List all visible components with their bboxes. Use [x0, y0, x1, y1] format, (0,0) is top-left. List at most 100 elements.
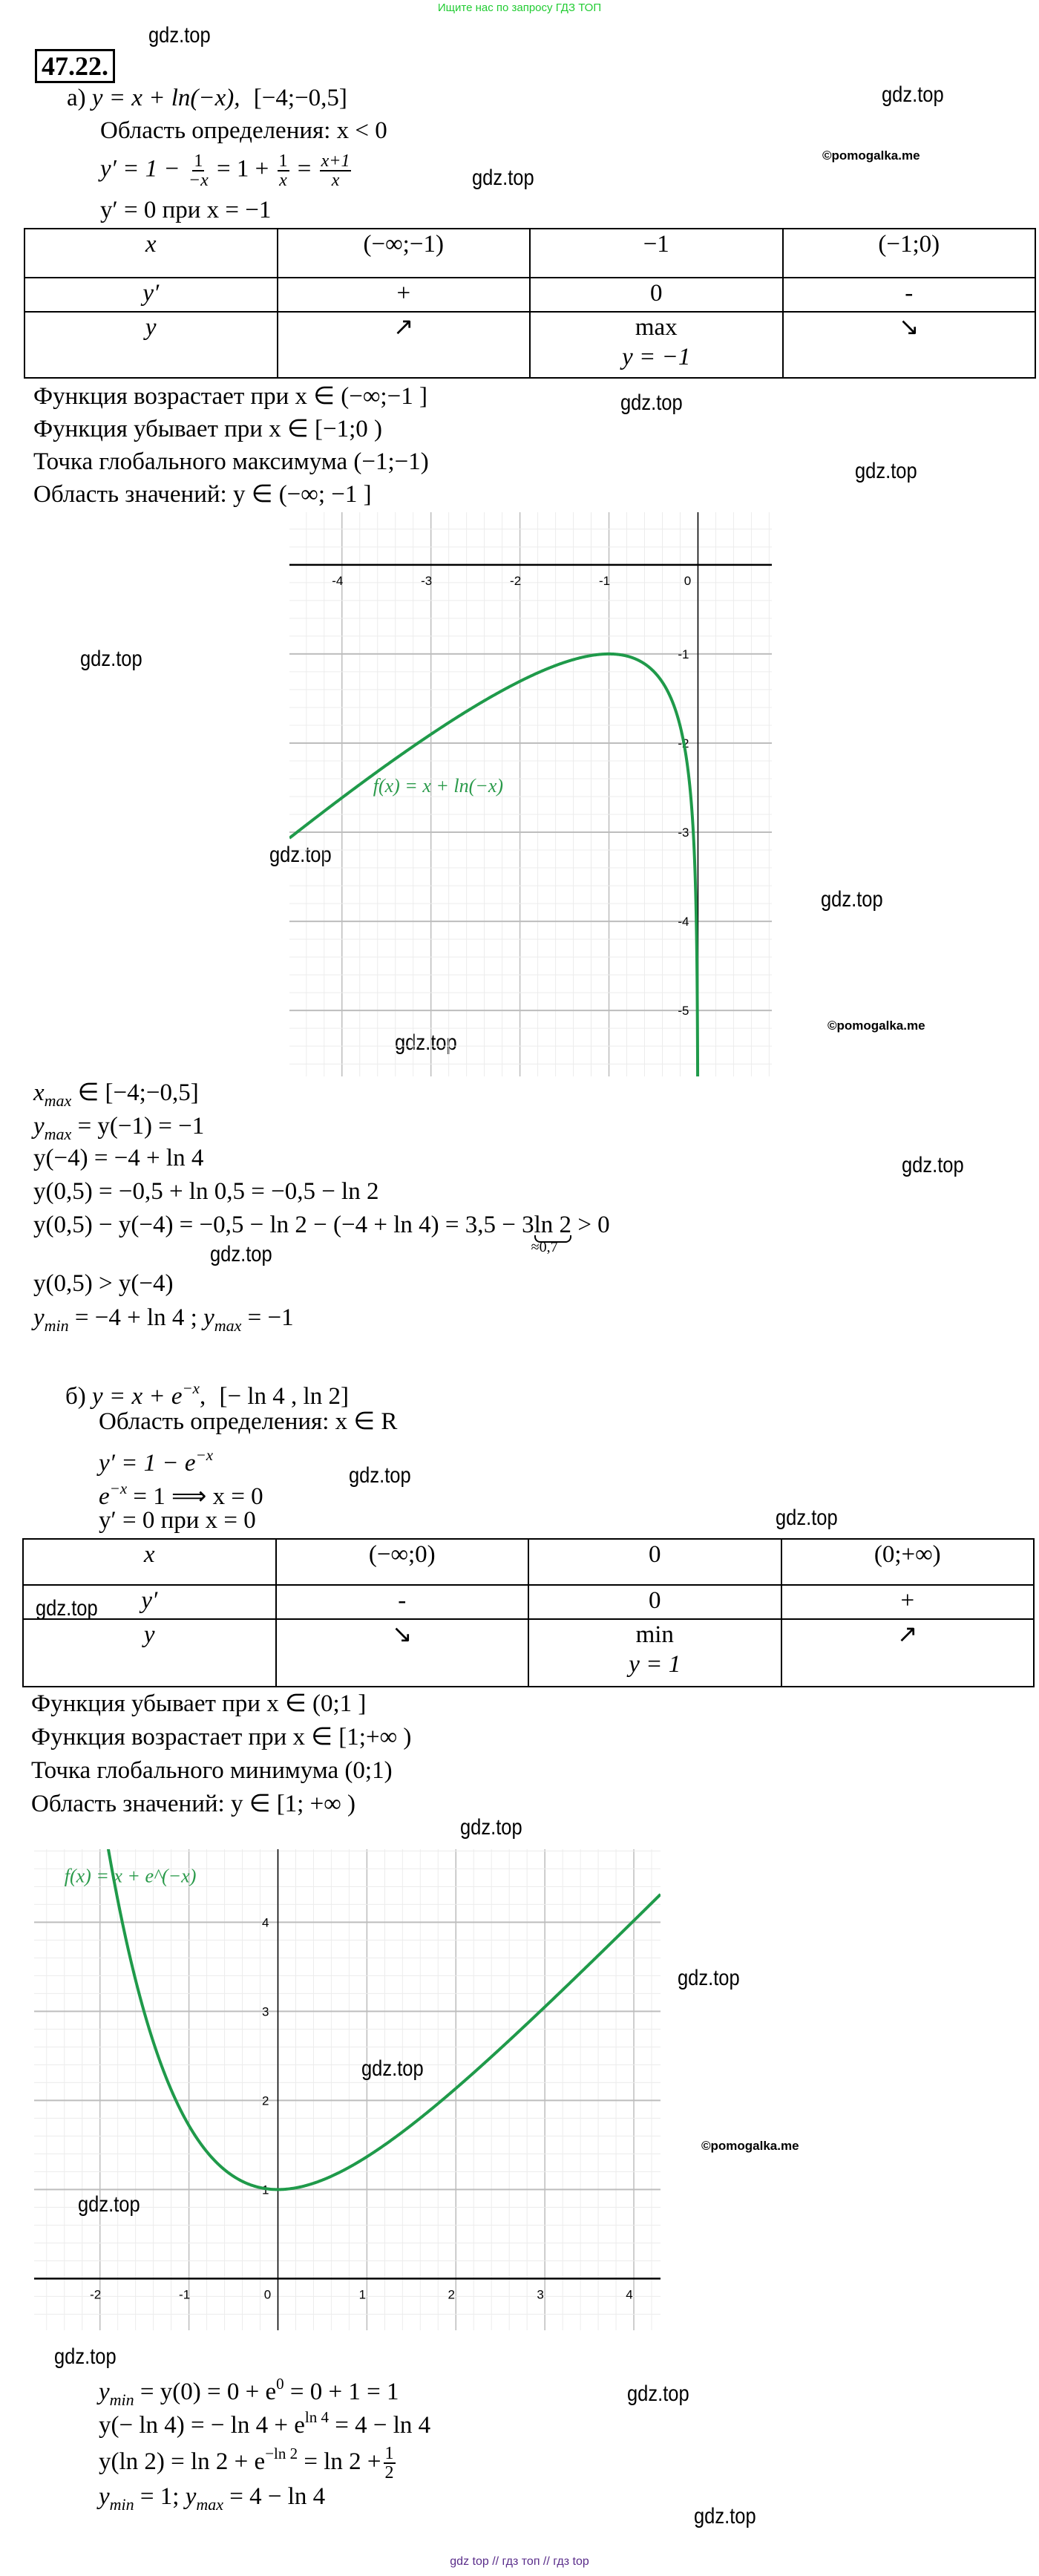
- increasing-arrow-icon: ↗: [780, 1618, 1035, 1687]
- underbrace: ln 2 ≈0,7: [531, 1210, 572, 1255]
- part-a-variation-table: x (−∞;−1) −1 (−1;0) y′ + 0 - y ↗ max y = …: [24, 228, 1036, 379]
- expr: = −1: [241, 1304, 294, 1331]
- conclusion: Область значений: y ∈ [1; +∞ ): [31, 1791, 355, 1817]
- superscript: ln 4: [304, 2408, 329, 2426]
- x-tick-label: -4: [332, 574, 343, 588]
- conclusion: Функция убывает при x ∈ [−1;0 ): [33, 416, 382, 442]
- numerator: 1: [277, 151, 289, 171]
- y-tick-label: -4: [678, 915, 689, 929]
- increasing-arrow-icon: ↗: [276, 311, 531, 379]
- expr: ln 2: [534, 1212, 572, 1238]
- footer-link[interactable]: gdz top // гдз топ // гдз top: [450, 2555, 589, 2568]
- part-b-label: б): [65, 1383, 86, 1410]
- var: y: [203, 1304, 214, 1331]
- table-cell: −1: [529, 228, 784, 278]
- x-tick-label: 0: [684, 574, 691, 588]
- y-tick-label: 2: [262, 2093, 269, 2108]
- equals: =: [297, 155, 312, 183]
- fraction: x+1 x: [319, 151, 352, 190]
- chart-ln: -4 -3 -2 -1 0-1-2-3-4-5f(x) = x + ln(−x): [289, 512, 772, 1076]
- x-tick-label: 3: [537, 2287, 543, 2301]
- derivative-lhs: y′ = 1 −: [100, 155, 180, 183]
- watermark: gdz.top: [855, 459, 917, 483]
- table-cell: min y = 1: [528, 1618, 782, 1687]
- expr: = 1;: [134, 2483, 186, 2510]
- superscript: −ln 2: [265, 2445, 298, 2462]
- conclusion: Точка глобального максимума (−1;−1): [33, 448, 429, 475]
- numerator: 1: [192, 151, 205, 171]
- conclusion: Функция возрастает при x ∈ [1;+∞ ): [31, 1724, 412, 1750]
- x-tick-label: 0: [264, 2287, 271, 2301]
- table-row: y ↘ min y = 1 ↗: [22, 1618, 1035, 1687]
- table-cell: -: [781, 277, 1036, 313]
- calc-result: ymin = −4 + ln 4 ; ymax = −1: [33, 1303, 294, 1341]
- x-tick-label: 1: [359, 2287, 366, 2301]
- var: y: [99, 2483, 110, 2510]
- y-tick-label: -3: [678, 826, 689, 840]
- y-tick-label: -5: [678, 1004, 689, 1018]
- table-cell: (0;+∞): [780, 1538, 1035, 1586]
- watermark: gdz.top: [210, 1242, 272, 1266]
- expr: y(ln 2) = ln 2 + e: [99, 2448, 266, 2475]
- var: y: [99, 2379, 110, 2405]
- numerator: x+1: [319, 151, 352, 171]
- watermark: gdz.top: [349, 1463, 411, 1488]
- table-row: x (−∞;−1) −1 (−1;0): [24, 228, 1036, 278]
- approx-value: ≈0,7: [531, 1239, 558, 1255]
- table-row: x (−∞;0) 0 (0;+∞): [22, 1538, 1035, 1586]
- header-banner[interactable]: Ищите нас по запросу ГДЗ ТОП: [437, 1, 602, 14]
- expr: y = x + e: [92, 1383, 183, 1410]
- expr: = 0 + 1 = 1: [283, 2379, 399, 2405]
- part-b-derivative: y′ = 1 − e−x: [99, 1440, 213, 1478]
- x-tick-label: -2: [90, 2287, 101, 2301]
- expr: = y(0) = 0 + e: [134, 2379, 277, 2405]
- part-b-domain: Область определения: x ∈ R: [99, 1408, 398, 1435]
- watermark: gdz.top: [78, 2192, 140, 2217]
- expr: ∈ [−4;−0,5]: [71, 1079, 199, 1106]
- problem-number: 47.22.: [35, 49, 115, 83]
- table-cell: -: [275, 1584, 529, 1620]
- watermark: gdz.top: [472, 166, 534, 190]
- denominator: −x: [188, 171, 209, 190]
- superscript: −x: [109, 1480, 128, 1497]
- x-tick-label: 2: [448, 2287, 455, 2301]
- calc-ymax: ymax = y(−1) = −1: [33, 1111, 204, 1149]
- var: y: [33, 1113, 45, 1140]
- part-a-statement: а) y = x + ln(−x), [−4;−0,5]: [67, 83, 347, 113]
- table-cell: y′: [24, 277, 278, 313]
- expr: y′ = 1 − e: [99, 1450, 196, 1477]
- superscript: 0: [276, 2375, 284, 2393]
- copyright-watermark: ©pomogalka.me: [827, 1019, 925, 1033]
- decreasing-arrow-icon: ↘: [275, 1618, 529, 1687]
- watermark: gdz.top: [269, 843, 332, 867]
- var: y: [185, 2483, 197, 2510]
- conclusion: Функция возрастает при x ∈ (−∞;−1 ]: [33, 383, 427, 410]
- superscript: −x: [182, 1379, 200, 1397]
- conclusion: Область значений: y ∈ (−∞; −1 ]: [33, 481, 372, 508]
- expr: = 1 ⟹ x = 0: [127, 1483, 263, 1510]
- watermark: gdz.top: [460, 1815, 522, 1840]
- table-cell: (−∞;0): [275, 1538, 529, 1586]
- watermark: gdz.top: [620, 390, 683, 415]
- conclusion: Функция убывает при x ∈ (0;1 ]: [31, 1690, 367, 1717]
- table-cell: y: [22, 1618, 277, 1687]
- subscript: max: [214, 1316, 242, 1335]
- denominator: x: [331, 171, 340, 190]
- expr: y(0,5) − y(−4) = −0,5 − ln 2 − (−4 + ln …: [33, 1212, 534, 1238]
- var: x: [33, 1079, 45, 1106]
- x-tick-label: -1: [179, 2287, 190, 2301]
- subscript: min: [109, 2495, 134, 2514]
- copyright-watermark: ©pomogalka.me: [701, 2139, 799, 2153]
- table-cell: +: [276, 277, 531, 313]
- table-row: y′ - 0 +: [22, 1584, 1035, 1620]
- expr: ,: [200, 1383, 206, 1410]
- watermark: gdz.top: [361, 2056, 424, 2081]
- calc-y-at-minus-ln4: y(− ln 4) = − ln 4 + eln 4 = 4 − ln 4: [99, 2402, 430, 2440]
- part-b-variation-table: x (−∞;0) 0 (0;+∞) y′ - 0 + y ↘ min y = 1 …: [22, 1538, 1035, 1687]
- table-row: y ↗ max y = −1 ↘: [24, 311, 1036, 379]
- function-label: f(x) = x + ln(−x): [373, 775, 503, 797]
- watermark: gdz.top: [395, 1030, 457, 1055]
